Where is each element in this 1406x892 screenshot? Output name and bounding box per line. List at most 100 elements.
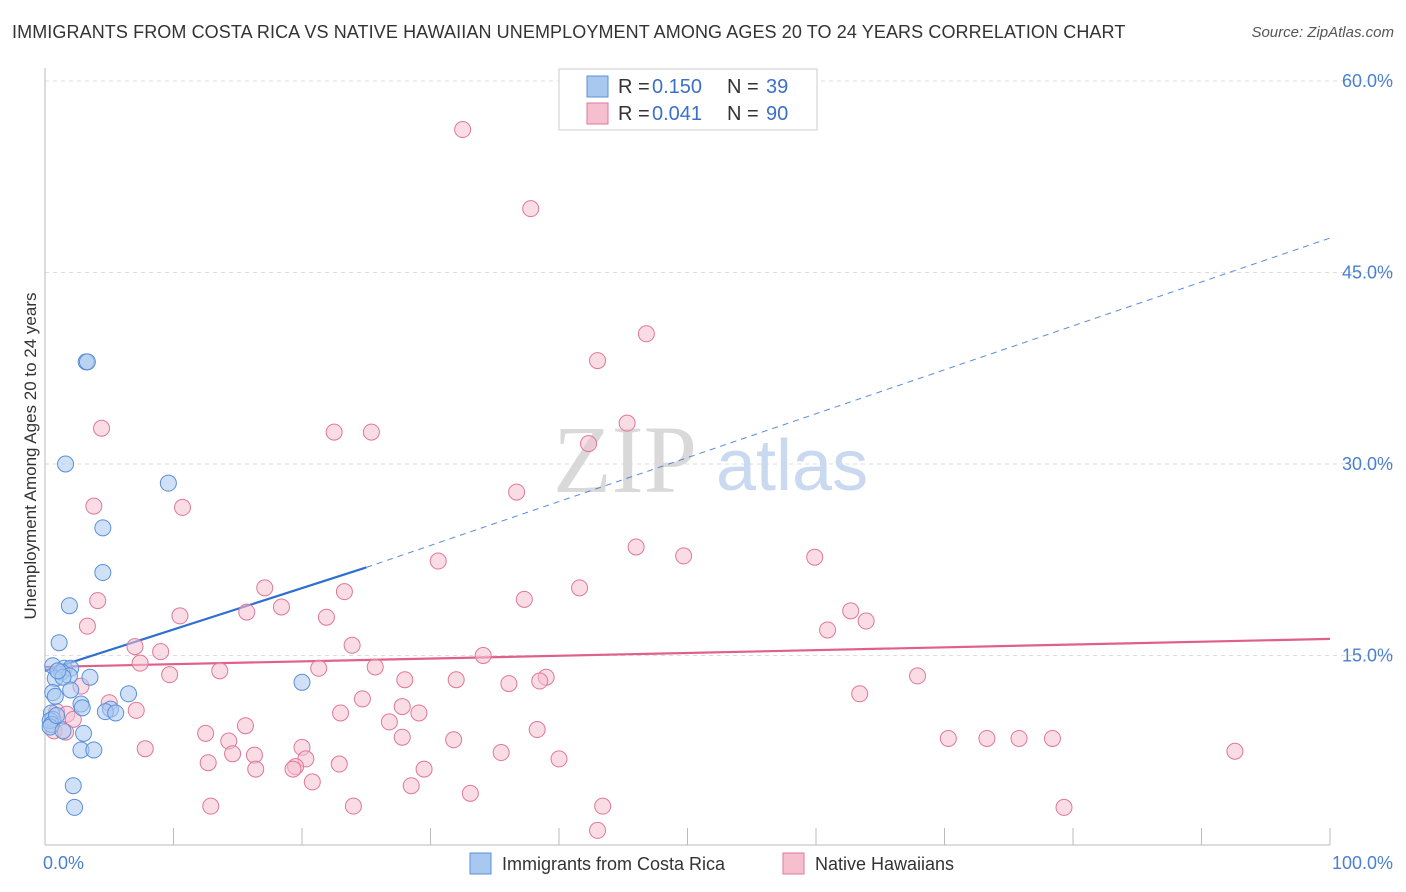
data-point-pink — [842, 602, 860, 620]
data-point-pink — [445, 731, 463, 749]
data-point-blue — [107, 704, 125, 722]
data-point-pink — [528, 721, 546, 739]
data-point-blue — [62, 681, 80, 699]
data-point-blue — [46, 687, 64, 705]
bottom-legend-swatch-pink — [782, 852, 805, 875]
trendline-extension-blue — [366, 237, 1331, 568]
data-point-blue — [54, 722, 72, 740]
data-point-pink — [353, 690, 371, 708]
data-point-pink — [131, 654, 149, 672]
watermark: ZIP atlas — [553, 406, 868, 513]
data-point-blue — [94, 564, 112, 582]
data-point-pink — [410, 704, 428, 722]
y-tick-label: 15.0% — [1342, 646, 1393, 666]
bottom-legend: Immigrants from Costa Rica Native Hawaii… — [469, 852, 954, 875]
data-point-pink — [447, 671, 465, 689]
data-point-blue — [66, 798, 84, 816]
data-point-blue — [49, 662, 67, 680]
source-label: Source: ZipAtlas.com — [1251, 24, 1394, 41]
data-point-pink — [224, 745, 242, 763]
data-point-pink — [173, 498, 191, 516]
data-point-pink — [515, 590, 533, 608]
legend-n-value-2: 90 — [766, 103, 788, 125]
data-point-pink — [238, 603, 256, 621]
legend-n-label-1: N = — [727, 76, 759, 98]
data-point-pink — [211, 662, 229, 680]
bottom-legend-swatch-blue — [469, 852, 492, 875]
data-point-pink — [396, 671, 414, 689]
data-point-blue — [293, 673, 311, 691]
data-point-pink — [978, 729, 996, 747]
data-point-blue — [81, 668, 99, 686]
bottom-legend-label-pink: Native Hawaiians — [815, 854, 954, 874]
data-point-pink — [675, 547, 693, 565]
data-point-blue — [73, 699, 91, 717]
data-point-pink — [343, 636, 361, 654]
data-point-pink — [1226, 742, 1244, 760]
legend-n-value-1: 39 — [766, 76, 788, 98]
data-point-pink — [303, 773, 321, 791]
legend-r-label-2: R = — [618, 103, 650, 125]
data-point-pink — [637, 325, 655, 343]
data-point-pink — [580, 435, 598, 453]
data-point-pink — [500, 675, 518, 693]
trendline-pink — [44, 637, 1331, 669]
data-point-pink — [531, 672, 549, 690]
data-point-pink — [618, 414, 636, 432]
data-point-pink — [1043, 729, 1061, 747]
data-point-pink — [589, 821, 607, 839]
data-point-blue — [85, 741, 103, 759]
data-point-pink — [454, 121, 472, 139]
tick-labels: 15.0% 30.0% 45.0% 60.0% 0.0% 100.0% — [43, 71, 1393, 873]
data-point-pink — [199, 754, 217, 772]
data-point-pink — [939, 729, 957, 747]
data-point-pink — [330, 755, 348, 773]
y-axis-label: Unemployment Among Ages 20 to 24 years — [21, 293, 40, 620]
data-point-pink — [89, 592, 107, 610]
data-point-pink — [393, 698, 411, 716]
legend-r-value-2: 0.041 — [652, 103, 702, 125]
x-tick-label: 100.0% — [1332, 853, 1393, 873]
data-point-pink — [236, 717, 254, 735]
data-point-pink — [171, 607, 189, 625]
data-point-pink — [93, 419, 111, 437]
data-point-pink — [857, 612, 875, 630]
data-point-pink — [429, 552, 447, 570]
data-point-pink — [819, 621, 837, 639]
legend-r-label-1: R = — [618, 76, 650, 98]
data-point-pink — [317, 608, 335, 626]
data-point-pink — [1010, 729, 1028, 747]
data-point-pink — [64, 710, 82, 728]
data-point-pink — [126, 638, 144, 656]
data-point-pink — [136, 740, 154, 758]
data-point-blue — [159, 474, 177, 492]
data-point-blue — [48, 707, 66, 725]
data-point-blue — [94, 519, 112, 537]
legend-swatch-blue — [586, 75, 609, 98]
y-tick-label: 30.0% — [1342, 454, 1393, 474]
data-point-pink — [78, 617, 96, 635]
data-point-blue — [60, 597, 78, 615]
gridlines — [45, 80, 1393, 656]
y-tick-label: 45.0% — [1342, 263, 1393, 283]
data-point-pink — [366, 658, 384, 676]
trendlines — [44, 237, 1331, 672]
data-point-blue — [50, 634, 68, 652]
data-point-pink — [344, 797, 362, 815]
data-point-pink — [461, 784, 479, 802]
data-point-pink — [393, 728, 411, 746]
data-point-pink — [332, 704, 350, 722]
x-tick-label: 0.0% — [43, 853, 84, 873]
data-point-pink — [272, 598, 290, 616]
data-point-pink — [152, 643, 170, 661]
data-point-pink — [161, 666, 179, 684]
y-tick-label: 60.0% — [1342, 71, 1393, 91]
watermark-atlas: atlas — [716, 426, 868, 506]
data-point-pink — [325, 423, 343, 441]
data-point-pink — [589, 352, 607, 370]
data-point-pink — [380, 713, 398, 731]
data-point-pink — [85, 497, 103, 515]
data-point-pink — [594, 797, 612, 815]
data-point-pink — [508, 483, 526, 501]
data-point-pink — [335, 583, 353, 601]
